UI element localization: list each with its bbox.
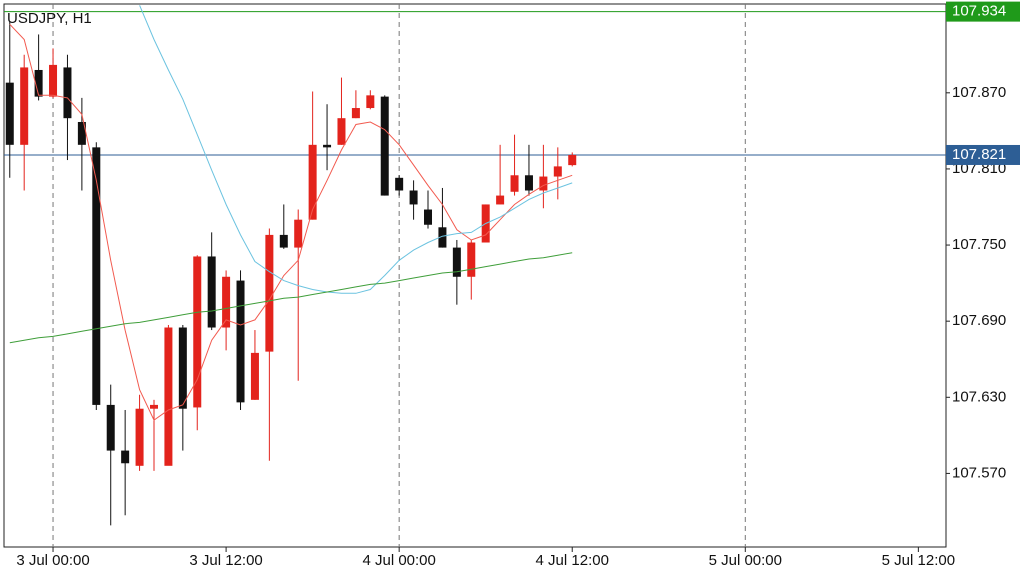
candle-body — [496, 195, 505, 205]
moving-average — [9, 23, 573, 421]
x-tick-label: 3 Jul 00:00 — [16, 552, 89, 569]
candle-body — [236, 280, 245, 403]
candle-body — [193, 256, 202, 408]
candle-body — [77, 121, 86, 145]
candle-body — [106, 404, 115, 451]
candle-body — [395, 177, 404, 191]
x-tick-label: 4 Jul 12:00 — [536, 552, 609, 569]
candle-body — [452, 247, 461, 277]
candle-body — [135, 408, 144, 466]
candle-body — [5, 82, 14, 145]
candle-body — [279, 234, 288, 248]
y-tick-label: 107.690 — [952, 312, 1006, 329]
candle-body — [63, 67, 72, 119]
candle-body — [207, 256, 216, 328]
candle-body — [539, 176, 548, 191]
y-tick-label: 107.570 — [952, 464, 1006, 481]
x-tick-label: 5 Jul 00:00 — [709, 552, 782, 569]
level-label: 107.934 — [952, 3, 1006, 20]
candle-body — [351, 108, 360, 119]
candle-body — [164, 327, 173, 466]
candle-body — [438, 227, 447, 248]
candle-body — [366, 95, 375, 109]
axes: 107.570107.630107.690107.750107.810107.8… — [16, 1, 1020, 569]
candle-body — [34, 69, 43, 97]
level-label: 107.821 — [952, 146, 1006, 163]
y-tick-label: 107.870 — [952, 84, 1006, 101]
candle-body — [222, 276, 231, 328]
x-tick-label: 3 Jul 12:00 — [189, 552, 262, 569]
moving-average — [9, 252, 573, 344]
candle-body — [121, 450, 130, 464]
candle-body — [323, 144, 332, 148]
candle-body — [92, 147, 101, 405]
candle-body — [265, 234, 274, 352]
candle-body — [294, 219, 303, 248]
level-label-box — [946, 144, 1020, 165]
x-tick-label: 4 Jul 00:00 — [362, 552, 435, 569]
candle-body — [510, 175, 519, 192]
candle-body — [409, 190, 418, 205]
candle-body — [568, 154, 577, 166]
moving-average — [139, 5, 573, 294]
candle-body — [380, 96, 389, 196]
y-tick-label: 107.750 — [952, 236, 1006, 253]
marks — [4, 5, 946, 526]
candle-body — [524, 175, 533, 191]
candle-body — [337, 118, 346, 145]
candle-body — [424, 209, 433, 225]
candle-body — [250, 352, 259, 400]
candle-body — [308, 144, 317, 220]
chart-title: USDJPY, H1 — [7, 10, 92, 27]
candle-body — [149, 404, 158, 409]
candle-body — [20, 67, 29, 145]
y-tick-label: 107.630 — [952, 388, 1006, 405]
level-label-box — [946, 1, 1020, 22]
x-tick-label: 5 Jul 12:00 — [882, 552, 955, 569]
candle-body — [49, 64, 58, 97]
candle-body — [553, 166, 562, 177]
candle-body — [178, 327, 187, 409]
candle-body — [467, 242, 476, 277]
